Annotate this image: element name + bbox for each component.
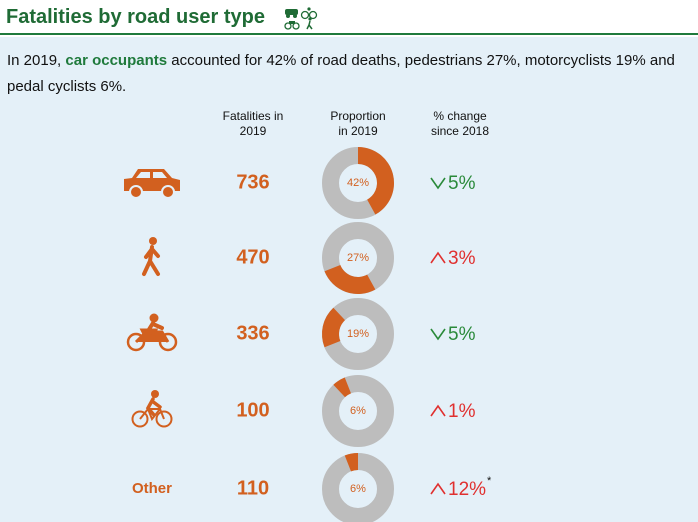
fatalities: 100 — [236, 399, 269, 421]
column-header: Proportion — [330, 109, 385, 123]
donut-segment — [358, 147, 394, 215]
car-window — [136, 172, 167, 178]
rider-head — [149, 313, 159, 323]
fatalities: 336 — [236, 322, 269, 344]
intro: In 2019, car occupants accounted for 42%… — [7, 48, 693, 100]
donut-segment — [333, 377, 352, 398]
intro-highlight: car occupants — [65, 52, 168, 69]
column-header: in 2019 — [338, 124, 378, 138]
title-icons — [284, 7, 318, 30]
title-bar: Fatalities by road user type — [0, 0, 698, 35]
row-icon — [131, 390, 173, 428]
row-icon — [126, 313, 178, 352]
proportion-label: 6% — [350, 405, 366, 417]
wheel — [155, 410, 173, 428]
donut-segment — [324, 264, 376, 294]
intro-text: In 2019, — [7, 52, 66, 69]
proportion-label: 19% — [347, 328, 369, 340]
proportion-label: 6% — [350, 483, 366, 495]
bike-frame — [139, 408, 165, 421]
change-arrow — [430, 251, 446, 264]
column-header: % change — [433, 109, 487, 123]
donut-segment — [322, 307, 345, 348]
proportion-label: 42% — [347, 177, 369, 189]
proportion-label: 27% — [347, 252, 369, 264]
row-label: Other — [132, 480, 172, 497]
donut-ring — [322, 375, 394, 447]
fatalities: 736 — [236, 171, 269, 193]
change: 5% — [448, 324, 476, 345]
intro-text: accounted for 42% of road deaths, pedest… — [7, 52, 675, 95]
change: 5% — [448, 173, 476, 194]
change: 3% — [448, 248, 476, 269]
panel: In 2019, car occupants accounted for 42%… — [0, 37, 698, 522]
wheel — [131, 410, 149, 428]
title: Fatalities by road user type — [6, 6, 265, 28]
donut-segment — [344, 453, 358, 472]
car-wheel — [129, 185, 143, 199]
walker-body — [142, 245, 160, 276]
motorbike — [134, 328, 170, 344]
change-arrow — [430, 177, 446, 190]
change: 12% — [448, 479, 486, 500]
change-arrow — [430, 482, 446, 495]
fatalities: 110 — [237, 477, 269, 499]
row-icon — [142, 237, 160, 276]
change-arrow — [430, 328, 446, 341]
car-wheel — [161, 185, 175, 199]
change-arrow — [430, 404, 446, 417]
rider-body — [145, 321, 164, 336]
column-header: Fatalities in — [223, 109, 284, 123]
column-header: since 2018 — [431, 124, 489, 138]
cyclist-head — [151, 390, 159, 398]
fatalities: 470 — [236, 246, 269, 268]
row-icon — [124, 169, 180, 199]
footnote-mark: * — [487, 475, 492, 487]
column-header: 2019 — [240, 124, 267, 138]
change: 1% — [448, 401, 476, 422]
cyclist-body — [145, 397, 162, 417]
walker-head — [149, 237, 157, 245]
